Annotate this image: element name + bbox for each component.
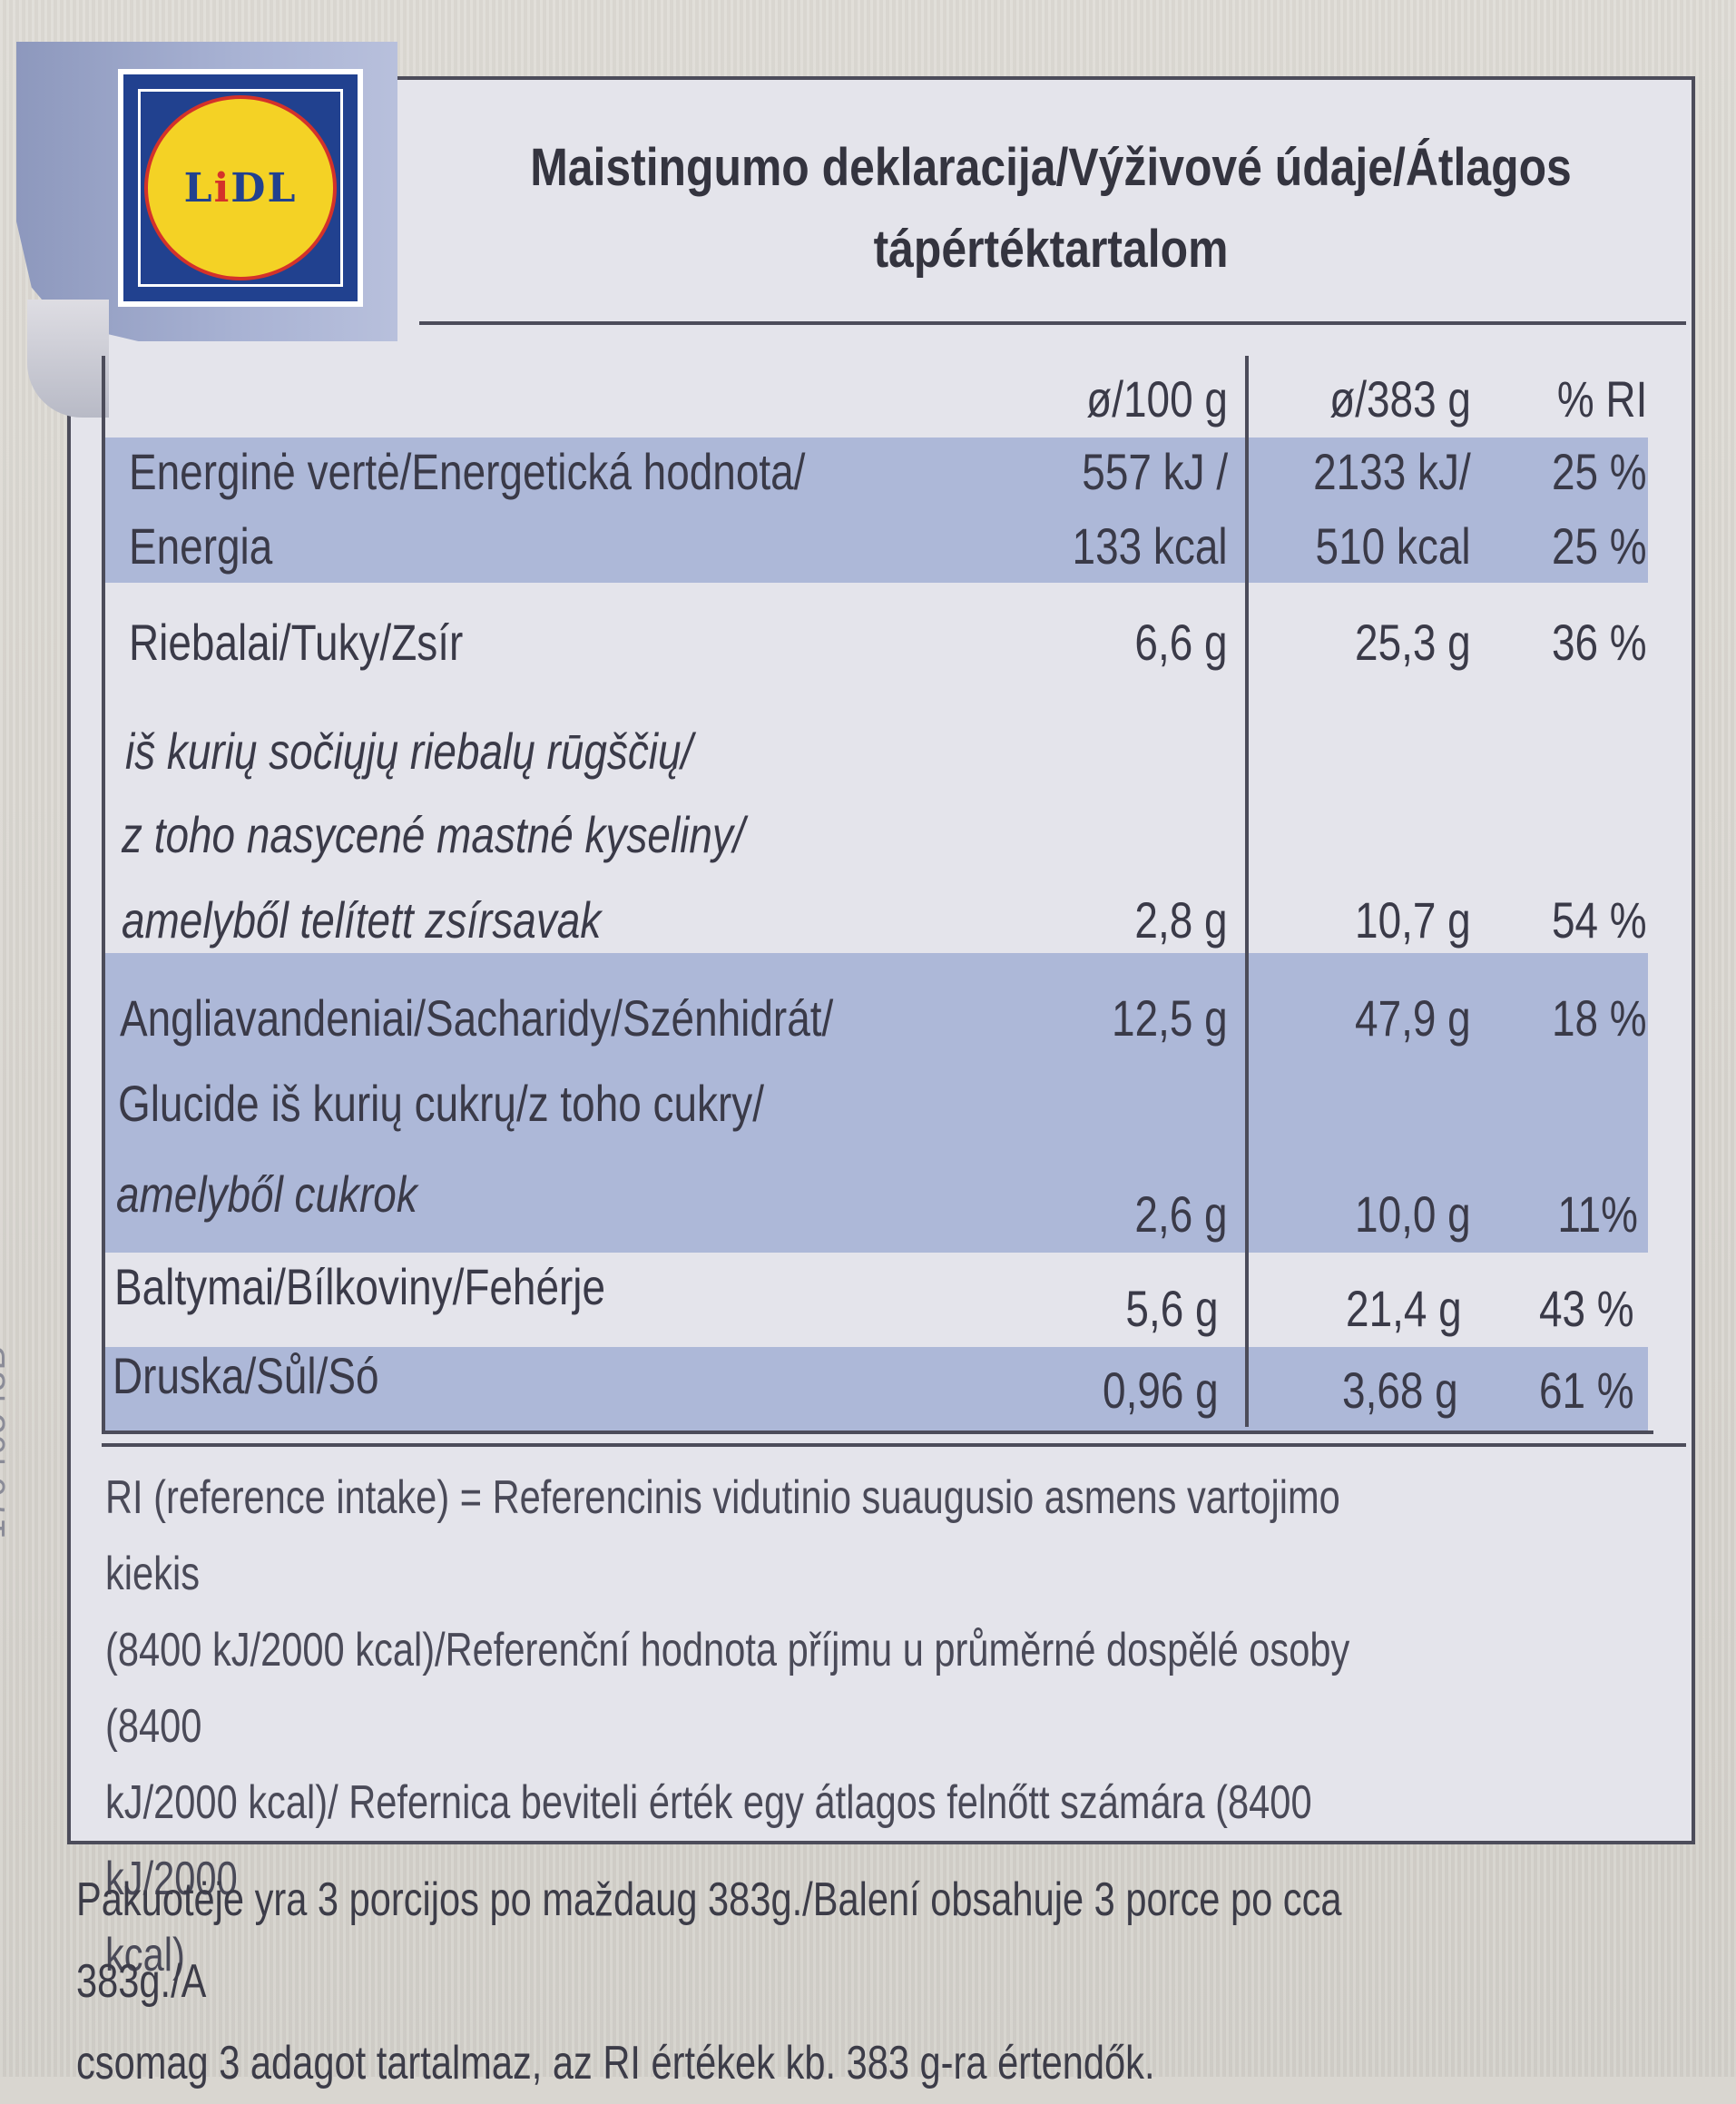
value-per-portion: 510 kcal bbox=[1315, 517, 1471, 575]
value-ri: 25 % bbox=[1552, 517, 1647, 575]
value-per100: 133 kcal bbox=[1072, 517, 1228, 575]
footnote-divider bbox=[102, 1443, 1686, 1447]
value-ri: 43 % bbox=[1539, 1280, 1634, 1337]
value-per-portion: 2133 kJ/ bbox=[1313, 443, 1471, 500]
portion-note-line: csomag 3 adagot tartalmaz, az RI értékek… bbox=[76, 2037, 1155, 2089]
row-label-protein: Baltymai/Bílkoviny/Fehérje bbox=[114, 1258, 606, 1315]
value-per100: 557 kJ / bbox=[1082, 443, 1228, 500]
col-header-per-portion: ø/383 g bbox=[1329, 370, 1471, 428]
ri-footnote: RI (reference intake) = Referencinis vid… bbox=[105, 1460, 1354, 1993]
row-label-carbohydrate: Angliavandeniai/Sacharidy/Szénhidrát/ bbox=[120, 989, 834, 1047]
value-per100: 2,6 g bbox=[1134, 1185, 1228, 1243]
ri-footnote-line: (8400 kJ/2000 kcal)/Referenční hodnota p… bbox=[105, 1624, 1350, 1753]
value-per100: 0,96 g bbox=[1103, 1362, 1219, 1419]
label-title: Maistingumo deklaracija/Výživové údaje/Á… bbox=[520, 127, 1582, 290]
value-per100: 5,6 g bbox=[1125, 1280, 1219, 1337]
column-divider bbox=[1245, 356, 1249, 1427]
row-label-saturates-cz: z toho nasycené mastné kyseliny/ bbox=[122, 806, 745, 863]
title-line-1: Maistingumo deklaracija/Výživové údaje/Á… bbox=[530, 138, 1572, 197]
title-line-2: tápértéktartalom bbox=[873, 220, 1229, 279]
portion-note: Pakuotėje yra 3 porcijos po maždaug 383g… bbox=[76, 1859, 1383, 2104]
row-label-salt: Druska/Sůl/Só bbox=[113, 1347, 379, 1404]
row-label-sugars-hu: amelyből cukrok bbox=[116, 1165, 417, 1223]
value-per100: 2,8 g bbox=[1134, 891, 1228, 949]
value-ri: 25 % bbox=[1552, 443, 1647, 500]
value-per-portion: 10,0 g bbox=[1355, 1185, 1471, 1243]
side-code: ~17040543B~ bbox=[0, 1322, 13, 1561]
value-per-portion: 47,9 g bbox=[1355, 989, 1471, 1047]
value-ri: 54 % bbox=[1552, 891, 1647, 949]
value-per-portion: 21,4 g bbox=[1346, 1280, 1462, 1337]
value-per100: 6,6 g bbox=[1134, 614, 1228, 671]
value-per-portion: 25,3 g bbox=[1355, 614, 1471, 671]
value-ri: 11% bbox=[1557, 1185, 1638, 1243]
nutrition-table bbox=[102, 356, 1653, 1434]
value-per100: 12,5 g bbox=[1112, 989, 1228, 1047]
portion-note-line: Pakuotėje yra 3 porcijos po maždaug 383g… bbox=[76, 1873, 1342, 2008]
ribbon-fold bbox=[27, 300, 109, 418]
title-divider bbox=[419, 321, 1686, 325]
value-ri: 36 % bbox=[1552, 614, 1647, 671]
row-label-saturates-lt: iš kurių sočiųjų riebalų rūgščių/ bbox=[125, 723, 693, 780]
energy-band bbox=[105, 438, 1648, 583]
ri-footnote-line: RI (reference intake) = Referencinis vid… bbox=[105, 1471, 1340, 1600]
value-ri: 61 % bbox=[1539, 1362, 1634, 1419]
ri-footnote-line: kJ/2000 kcal)/ Refernica beviteli érték … bbox=[105, 1776, 1312, 1905]
row-label-fat: Riebalai/Tuky/Zsír bbox=[129, 614, 464, 671]
row-label-energy-2: Energia bbox=[129, 517, 273, 575]
row-label-energy: Energinė vertė/Energetická hodnota/ bbox=[129, 443, 806, 500]
ri-footnote-line: kcal) bbox=[105, 1929, 185, 1981]
col-header-ri: % RI bbox=[1556, 370, 1647, 428]
col-header-per100: ø/100 g bbox=[1086, 370, 1228, 428]
value-ri: 18 % bbox=[1552, 989, 1647, 1047]
salt-band bbox=[105, 1347, 1648, 1431]
row-label-sugars-lt-cz: Glucide iš kurių cukrų/z toho cukry/ bbox=[118, 1075, 765, 1132]
value-per-portion: 10,7 g bbox=[1355, 891, 1471, 949]
carbohydrate-band bbox=[105, 953, 1648, 1253]
value-per-portion: 3,68 g bbox=[1342, 1362, 1458, 1419]
row-label-saturates-hu: amelyből telített zsírsavak bbox=[122, 891, 602, 949]
